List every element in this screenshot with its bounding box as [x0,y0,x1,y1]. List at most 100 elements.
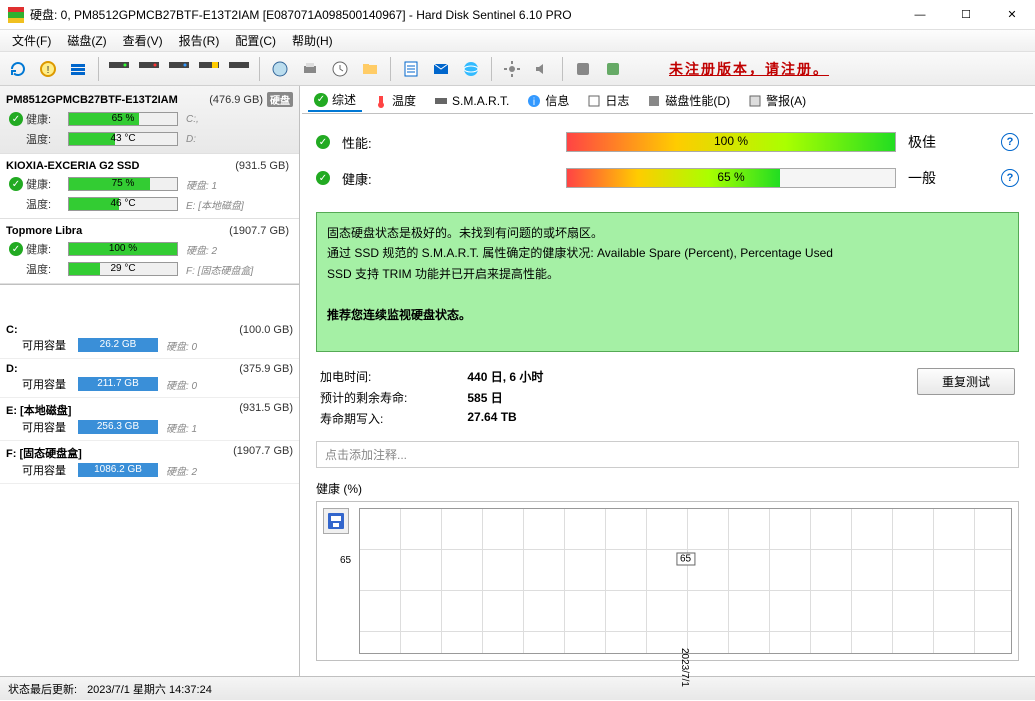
menu-item[interactable]: 报告(R) [171,30,228,51]
tab-日志[interactable]: 日志 [581,90,635,111]
tab-label: 综述 [332,91,356,108]
temp-bar: 43 °C [68,132,178,146]
health-label: 健康: [26,176,68,192]
volume-drive: F: [固态硬盘盒] [6,445,233,461]
volume-item[interactable]: E: [本地磁盘] (931.5 GB) 可用容量 256.3 GB 硬盘: 1 [0,398,299,441]
maximize-button[interactable]: ☐ [943,0,989,30]
avail-label: 可用容量 [22,376,78,392]
overview-section: ✓ 性能: 100 % 极佳 ? ✓ 健康: 65 % 一般 ? [302,114,1033,206]
tab-综述[interactable]: ✓综述 [308,89,362,112]
close-button[interactable]: ✕ [989,0,1035,30]
save-chart-button[interactable] [323,508,349,534]
disk2-button[interactable] [135,55,163,83]
titlebar: 硬盘: 0, PM8512GPMCB27BTF-E13T2IAM [E08707… [0,0,1035,30]
volume-size: (375.9 GB) [239,363,293,375]
sound-button[interactable] [528,55,556,83]
retest-button[interactable]: 重复测试 [917,368,1015,395]
disk-item[interactable]: Topmore Libra (1907.7 GB) ✓ 健康: 100 % 硬盘… [0,219,299,284]
temp-bar: 46 °C [68,197,178,211]
folder-button[interactable] [356,55,384,83]
menu-item[interactable]: 配置(C) [227,30,284,51]
temp-label: 温度: [26,131,68,147]
disk-rows-button[interactable] [64,55,92,83]
disk-extra: 硬盘: 2 [186,242,217,257]
health-rating: 一般 [908,168,948,188]
main-area: PM8512GPMCB27BTF-E13T2IAM (476.9 GB) 硬盘 … [0,86,1035,676]
status-label: 状态最后更新: [8,681,77,697]
test-button[interactable] [569,55,597,83]
printer-button[interactable] [296,55,324,83]
menu-item[interactable]: 帮助(H) [284,30,341,51]
chart-x-label: 2023/7/1 [679,648,690,687]
help-icon[interactable]: ? [1001,169,1019,187]
window-title: 硬盘: 0, PM8512GPMCB27BTF-E13T2IAM [E08707… [30,6,897,23]
perf-bar: 100 % [566,132,896,152]
scan-button[interactable] [599,55,627,83]
volume-item[interactable]: D: (375.9 GB) 可用容量 211.7 GB 硬盘: 0 [0,359,299,398]
chart-y-label: 65 [340,555,351,566]
svg-text:!: ! [47,65,50,76]
disk1-button[interactable] [105,55,133,83]
settings-button[interactable] [498,55,526,83]
network-button[interactable] [457,55,485,83]
health-bar: 75 % [68,177,178,191]
volume-extra: 硬盘: 0 [166,338,197,353]
status-line [327,284,1008,304]
toolbar: ! 未注册版本，请注册。 [0,52,1035,86]
volume-extra: 硬盘: 1 [166,420,197,435]
menu-item[interactable]: 文件(F) [4,30,59,51]
status-line: SSD 支持 TRIM 功能并已开启来提高性能。 [327,264,1008,284]
tab-温度[interactable]: 温度 [368,90,422,111]
disk4-button[interactable] [195,55,223,83]
globe-button[interactable] [266,55,294,83]
status-line: 推荐您连续监视硬盘状态。 [327,305,1008,325]
volume-drive: C: [6,324,239,336]
disk-item[interactable]: PM8512GPMCB27BTF-E13T2IAM (476.9 GB) 硬盘 … [0,86,299,154]
status-box: 固态硬盘状态是极好的。未找到有问题的或坏扇区。通过 SSD 规范的 S.M.A.… [316,212,1019,352]
refresh-button[interactable] [4,55,32,83]
tab-S.M.A.R.T.[interactable]: S.M.A.R.T. [428,92,515,110]
disk-list: PM8512GPMCB27BTF-E13T2IAM (476.9 GB) 硬盘 … [0,86,299,285]
volume-item[interactable]: F: [固态硬盘盒] (1907.7 GB) 可用容量 1086.2 GB 硬盘… [0,441,299,484]
volume-size: (931.5 GB) [239,402,293,418]
notes-button[interactable] [397,55,425,83]
volume-drive: D: [6,363,239,375]
minimize-button[interactable]: — [897,0,943,30]
tab-label: 警报(A) [766,92,806,109]
help-icon[interactable]: ? [1001,133,1019,151]
avail-label: 可用容量 [22,419,78,435]
disk-extra: D: [186,134,196,145]
performance-row: ✓ 性能: 100 % 极佳 ? [316,124,1019,160]
health-value: 65 % [567,170,895,184]
note-input[interactable]: 点击添加注释... [316,441,1019,468]
avail-bar: 1086.2 GB [78,463,158,477]
left-panel: PM8512GPMCB27BTF-E13T2IAM (476.9 GB) 硬盘 … [0,86,300,676]
tab-磁盘性能(D)[interactable]: 磁盘性能(D) [641,90,736,111]
tab-label: 信息 [545,92,569,109]
refresh-all-button[interactable]: ! [34,55,62,83]
disk3-button[interactable] [165,55,193,83]
disk-extra: F: [固态硬盘盒] [186,262,253,277]
disk-name: Topmore Libra [6,225,229,237]
menu-item[interactable]: 查看(V) [115,30,171,51]
statusbar: 状态最后更新: 2023/7/1 星期六 14:37:24 [0,676,1035,700]
register-link[interactable]: 未注册版本，请注册。 [669,59,829,79]
disk-item[interactable]: KIOXIA-EXCERIA G2 SSD (931.5 GB) ✓ 健康: 7… [0,154,299,219]
volume-item[interactable]: C: (100.0 GB) 可用容量 26.2 GB 硬盘: 0 [0,320,299,359]
tab-警报(A)[interactable]: 警报(A) [742,90,812,111]
tab-信息[interactable]: i信息 [521,90,575,111]
lifetime-value: 585 日 [467,389,543,406]
disk-name: PM8512GPMCB27BTF-E13T2IAM [6,94,209,106]
status-line: 固态硬盘状态是极好的。未找到有问题的或坏扇区。 [327,223,1008,243]
volume-list: C: (100.0 GB) 可用容量 26.2 GB 硬盘: 0 D: (375… [0,320,299,676]
menu-item[interactable]: 磁盘(Z) [59,30,114,51]
mail-button[interactable] [427,55,455,83]
clock-button[interactable] [326,55,354,83]
health-label: 健康: [26,111,68,127]
volume-extra: 硬盘: 0 [166,377,197,392]
volume-size: (1907.7 GB) [233,445,293,461]
chart-title: 健康 (%) [316,480,1019,497]
disk5-button[interactable] [225,55,253,83]
check-icon: ✓ [9,177,23,191]
tab-label: 磁盘性能(D) [665,92,730,109]
